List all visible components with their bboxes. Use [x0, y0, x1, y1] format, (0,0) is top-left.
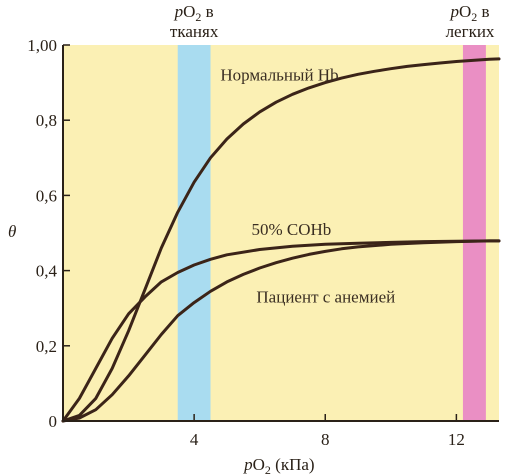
band-lungs — [462, 45, 486, 421]
plot-background — [63, 45, 499, 421]
axes-layer: 0 0,2 0,4 0,6 0,8 1,00 4 8 12 — [27, 36, 499, 449]
x-tick-label: 12 — [448, 430, 465, 449]
y-tick-label: 0 — [49, 412, 58, 431]
series-line-0 — [61, 57, 501, 423]
y-tick-label: 0,8 — [36, 111, 57, 130]
band-tissues — [177, 45, 211, 421]
curves-layer — [61, 57, 501, 423]
x-tick-label: 8 — [321, 430, 330, 449]
band-subtitle-tissues: тканях — [170, 22, 219, 41]
series-label-0: Нормальный Hb — [220, 66, 338, 85]
x-axis-title: pO2 (кПа) — [243, 455, 314, 476]
x-tick-label: 4 — [190, 430, 199, 449]
series-line-2 — [61, 239, 501, 423]
band-title-lungs: pO2 в — [449, 2, 489, 24]
y-tick-label: 1,00 — [27, 36, 57, 55]
series-label-2: Пациент с анемией — [256, 288, 395, 307]
y-tick-label: 0,2 — [36, 337, 57, 356]
bands-layer — [177, 45, 486, 421]
band-subtitle-lungs: легких — [446, 22, 495, 41]
band-title-tissues: pO2 в — [174, 2, 214, 24]
y-axis-title: θ — [8, 222, 16, 241]
y-tick-label: 0,6 — [36, 186, 57, 205]
series-label-1: 50% COHb — [251, 220, 331, 239]
y-tick-label: 0,4 — [36, 262, 58, 281]
